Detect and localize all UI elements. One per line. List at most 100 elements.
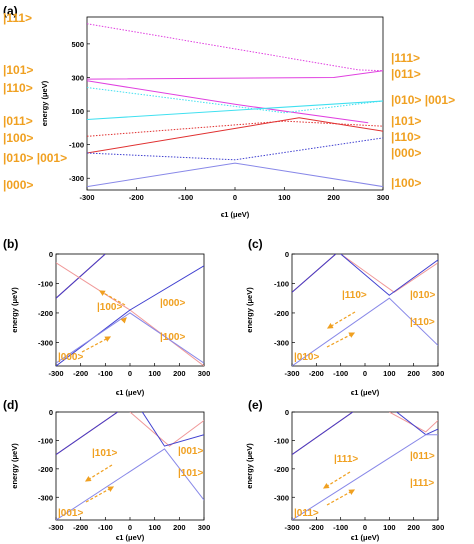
x-tick-label: 0: [363, 369, 367, 378]
series-line-pink: [130, 412, 204, 446]
state-label: |100>: [160, 332, 185, 343]
state-label: |110>: [410, 317, 435, 328]
state-label: |110>: [342, 290, 367, 301]
x-tick-label: 100: [278, 193, 291, 202]
y-axis-label: energy (μeV): [40, 80, 49, 126]
x-tick-label: 100: [148, 523, 161, 532]
state-label: |101>: [92, 448, 117, 459]
x-tick-label: -300: [284, 369, 299, 378]
y-tick-label: 100: [71, 107, 84, 116]
state-label: |100>: [391, 176, 421, 190]
state-label: |011>: [391, 67, 421, 81]
state-label: |111>: [334, 454, 358, 465]
x-tick-label: 0: [128, 369, 132, 378]
state-label: |010>: [294, 352, 319, 363]
state-label: |100>: [3, 131, 33, 145]
panel-1: (b)-300 -200 -100 0 100 200 3000-100-200-300ϵ1…: [3, 237, 210, 397]
x-tick-label: -200: [309, 523, 324, 532]
state-label: |000>: [391, 146, 421, 160]
x-tick-label: 100: [383, 523, 396, 532]
series-line-blue_light: [87, 163, 383, 187]
state-label: |110>: [3, 81, 33, 95]
x-tick-label: -100: [98, 523, 113, 532]
series-line-magenta: [87, 24, 383, 71]
y-tick-label: -100: [38, 436, 53, 445]
x-tick-label: 300: [432, 369, 445, 378]
transition-arrow: [86, 465, 112, 481]
transition-arrow: [327, 490, 354, 505]
y-axis-label: energy (μeV): [10, 443, 19, 489]
y-tick-label: -200: [274, 309, 289, 318]
series-line-blue: [56, 254, 105, 298]
transition-arrow: [86, 487, 113, 502]
state-label: |011>: [3, 114, 33, 128]
y-tick-label: -200: [38, 465, 53, 474]
panel-4: (e)-300 -200 -100 0 100 200 3000-100-200-300ϵ1…: [245, 398, 444, 542]
x-tick-label: 200: [173, 369, 186, 378]
x-tick-label: 300: [198, 369, 211, 378]
panel-0: (a) -300 -200 -100 0 100 200 300 500 300 100 -100 -3…: [3, 4, 455, 219]
y-tick-label: -200: [274, 465, 289, 474]
y-axis-label: energy (μeV): [245, 443, 254, 489]
state-label: |000>: [58, 352, 83, 363]
y-tick-label: -300: [69, 174, 84, 183]
state-label: |010> |001>: [3, 151, 67, 165]
series-line-magenta: [87, 71, 383, 79]
x-tick-label: -300: [48, 523, 63, 532]
y-tick-label: 0: [285, 408, 289, 417]
x-tick-label: 100: [148, 369, 161, 378]
y-tick-label: -300: [274, 338, 289, 347]
series-line-blue: [292, 412, 353, 455]
transition-arrow: [82, 337, 110, 352]
plot-frame: [56, 412, 204, 520]
state-label: |010> |001>: [391, 93, 455, 107]
y-tick-label: -300: [38, 493, 53, 502]
x-tick-label: 0: [363, 523, 367, 532]
panel-letter: (e): [248, 398, 263, 412]
x-tick-label: 100: [383, 369, 396, 378]
series-line-pink: [389, 412, 438, 432]
x-axis-label: ϵ1 (μeV): [351, 388, 380, 397]
panel-letter: (c): [248, 237, 263, 251]
transition-arrow: [124, 318, 126, 320]
y-tick-label: 0: [285, 250, 289, 259]
state-label: |101>: [391, 114, 421, 128]
series-line-blue: [142, 412, 204, 446]
state-label: |110>: [391, 130, 421, 144]
y-axis-label: energy (μeV): [10, 287, 19, 333]
state-label: |011>: [410, 451, 435, 462]
x-tick-label: -200: [129, 193, 144, 202]
series-line-cyan: [87, 88, 383, 113]
x-tick-label: 300: [432, 523, 445, 532]
series-line-blue: [292, 254, 336, 292]
x-tick-label: -100: [178, 193, 193, 202]
x-tick-label: 200: [327, 193, 340, 202]
state-label: |000>: [160, 298, 185, 309]
state-label: |101>: [3, 63, 33, 77]
panel-letter: (d): [3, 398, 18, 412]
series-line-red: [87, 118, 383, 153]
state-label: |010>: [410, 290, 435, 301]
x-tick-label: -100: [98, 369, 113, 378]
state-label: |011>: [294, 508, 319, 519]
x-tick-label: -200: [309, 369, 324, 378]
x-tick-label: 300: [377, 193, 390, 202]
series-line-blue: [87, 138, 383, 160]
state-label: |000>: [3, 178, 33, 192]
y-axis-label: energy (μeV): [245, 287, 254, 333]
x-tick-label: 0: [128, 523, 132, 532]
x-tick-label: 200: [407, 369, 420, 378]
state-label: |100>: [97, 302, 122, 313]
plot-frame: [292, 412, 438, 520]
series-line-cyan: [87, 101, 383, 120]
x-tick-label: 200: [407, 523, 420, 532]
state-label: |001>: [58, 508, 83, 519]
y-tick-label: -100: [38, 279, 53, 288]
y-tick-label: -300: [38, 338, 53, 347]
y-tick-label: 0: [49, 250, 53, 259]
state-label: |111>: [3, 11, 32, 25]
x-tick-label: -100: [333, 369, 348, 378]
transition-arrow: [327, 333, 354, 347]
x-axis-label: ϵ1 (μeV): [116, 533, 145, 542]
x-tick-label: 300: [198, 523, 211, 532]
